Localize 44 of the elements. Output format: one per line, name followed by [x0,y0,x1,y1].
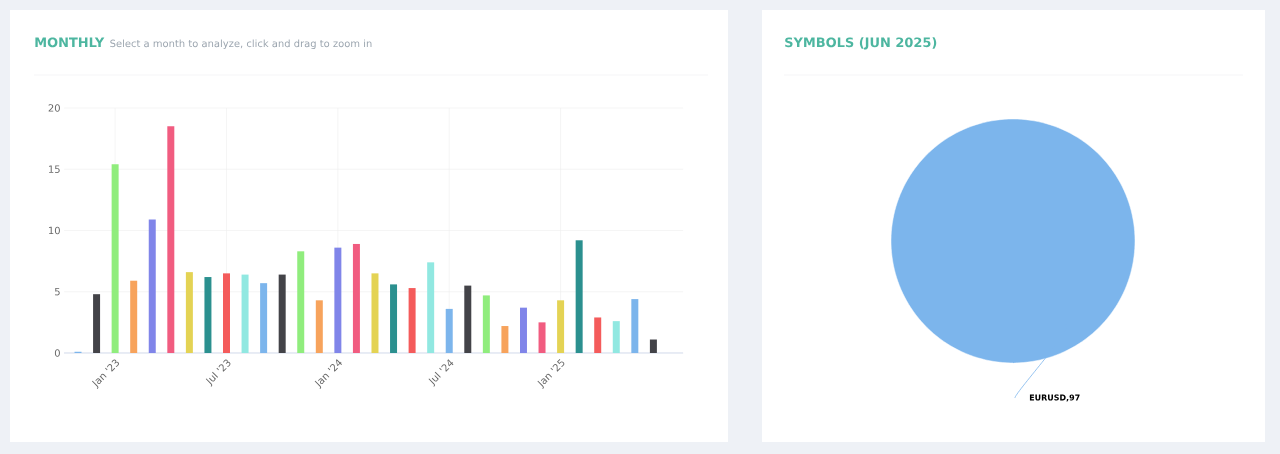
bar [111,164,119,353]
y-tick-label: 20 [48,104,60,112]
bar [241,274,249,353]
x-tick-label: Jan '24 [314,359,342,389]
bar [501,326,509,353]
bar [612,321,620,353]
bar [223,273,230,353]
y-tick-label: 10 [48,226,60,235]
y-tick-label: 0 [54,349,60,357]
x-tick-label: Jan '23 [91,359,119,389]
bar [649,339,657,353]
y-tick-label: 5 [55,288,60,296]
bar [204,277,212,353]
bar [148,219,156,353]
bar [278,274,286,353]
bar [185,272,193,353]
bar [408,288,416,353]
bar [315,300,323,353]
x-tick-label: Jul '24 [428,359,454,387]
bar [352,243,360,353]
bar [575,240,583,353]
x-tick-label: Jan '25 [537,359,565,389]
bar [594,317,602,353]
bar [130,280,138,353]
bar [538,322,546,353]
x-tick-label: Jul '23 [205,359,231,387]
bar [390,284,398,353]
bar [297,251,305,353]
y-tick-label: 15 [48,165,60,173]
chart-subtitle: Select a month to analyze, click and drag to zoom in [110,39,372,50]
bar [334,247,342,353]
bar [519,307,527,353]
bar [482,295,490,353]
chart-title: SYMBOLS (JUN 2025) [785,37,937,50]
bar [557,300,565,353]
bar [464,285,472,353]
bar [427,262,435,353]
bar [167,126,175,353]
bar [371,273,379,353]
bar [93,294,101,353]
bar [631,299,639,353]
bar [260,283,268,353]
bar [445,308,453,353]
chart-title: MONTHLY [35,37,105,48]
